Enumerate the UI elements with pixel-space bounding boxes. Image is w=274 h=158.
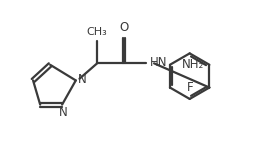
Text: F: F xyxy=(187,81,193,94)
Text: NH₂: NH₂ xyxy=(181,58,204,72)
Text: N: N xyxy=(78,73,87,86)
Text: HN: HN xyxy=(150,56,167,69)
Text: N: N xyxy=(59,106,68,119)
Text: CH₃: CH₃ xyxy=(87,27,107,37)
Text: O: O xyxy=(119,21,129,34)
